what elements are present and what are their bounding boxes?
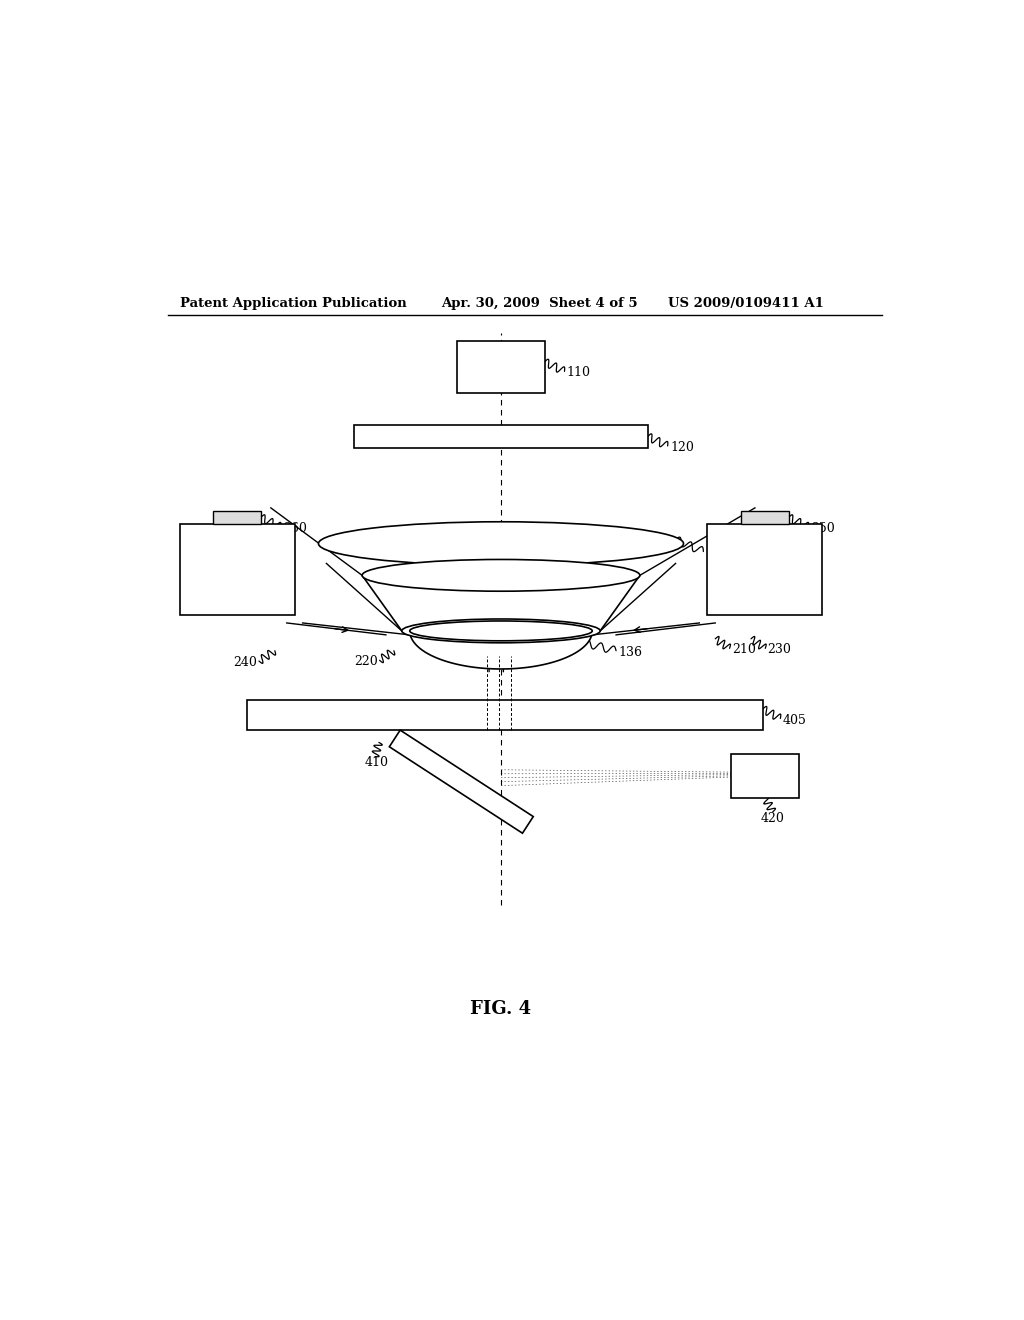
Text: 240: 240 (233, 656, 257, 669)
Bar (731, 754, 799, 797)
Text: 132: 132 (706, 546, 730, 560)
Text: 250: 250 (811, 521, 835, 535)
Text: 110: 110 (567, 367, 591, 379)
Text: 210: 210 (732, 643, 756, 656)
Text: 220: 220 (354, 655, 378, 668)
Bar (213, 511, 261, 524)
Ellipse shape (362, 560, 640, 591)
Polygon shape (389, 730, 534, 833)
Ellipse shape (401, 619, 600, 643)
Bar (354, 425, 648, 449)
Text: US 2009/0109411 A1: US 2009/0109411 A1 (668, 297, 823, 310)
Polygon shape (362, 576, 640, 631)
Text: 260: 260 (284, 521, 307, 535)
Text: 230: 230 (768, 643, 792, 656)
Ellipse shape (318, 521, 684, 565)
Text: 420: 420 (761, 812, 784, 825)
Text: 136: 136 (618, 645, 642, 659)
Bar (741, 511, 788, 524)
Bar (179, 524, 295, 615)
Ellipse shape (410, 620, 592, 640)
Bar (458, 342, 545, 393)
Text: FIG. 4: FIG. 4 (470, 1001, 531, 1019)
Polygon shape (410, 631, 592, 669)
Text: 410: 410 (365, 756, 388, 768)
Text: 134: 134 (574, 602, 599, 615)
Text: 120: 120 (670, 441, 694, 454)
Bar (247, 700, 763, 730)
Bar (708, 524, 822, 615)
Text: Patent Application Publication: Patent Application Publication (179, 297, 407, 310)
Text: Apr. 30, 2009  Sheet 4 of 5: Apr. 30, 2009 Sheet 4 of 5 (441, 297, 638, 310)
Text: 405: 405 (782, 714, 807, 726)
